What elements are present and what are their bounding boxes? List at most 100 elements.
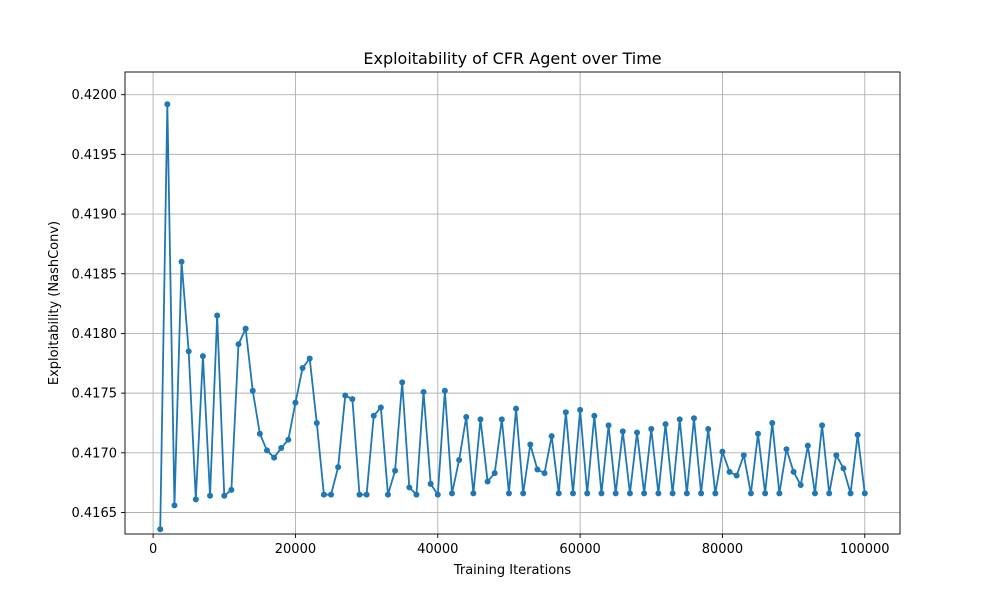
- data-point: [320, 491, 327, 498]
- data-point: [214, 312, 221, 319]
- data-point: [534, 466, 541, 473]
- data-point: [719, 448, 726, 455]
- data-point: [854, 431, 861, 438]
- data-point: [356, 491, 363, 498]
- data-point: [584, 490, 591, 497]
- data-point: [363, 491, 370, 498]
- data-point: [256, 430, 263, 437]
- data-point: [278, 445, 285, 452]
- series-line: [159, 103, 866, 530]
- data-point: [449, 490, 456, 497]
- data-point: [861, 490, 868, 497]
- data-point: [242, 325, 249, 332]
- data-point: [733, 472, 740, 479]
- y-tick-label: 0.4165: [72, 506, 118, 521]
- data-point: [441, 387, 448, 394]
- data-point: [285, 436, 292, 443]
- data-point: [178, 258, 185, 265]
- plot-frame: [124, 71, 901, 535]
- data-point: [207, 492, 214, 499]
- chart-title: Exploitability of CFR Agent over Time: [363, 49, 661, 68]
- data-point: [655, 490, 662, 497]
- data-point: [648, 425, 655, 432]
- data-point: [683, 490, 690, 497]
- data-point: [591, 412, 598, 419]
- data-point: [157, 526, 164, 533]
- data-point: [292, 399, 299, 406]
- data-point: [776, 490, 783, 497]
- data-point: [313, 419, 320, 426]
- data-point: [513, 405, 520, 412]
- x-tick-label: 0: [149, 542, 157, 557]
- data-point: [626, 490, 633, 497]
- data-point: [555, 490, 562, 497]
- data-point: [762, 490, 769, 497]
- data-point: [619, 428, 626, 435]
- y-tick-label: 0.4170: [72, 446, 118, 461]
- data-point: [562, 409, 569, 416]
- data-point: [335, 464, 342, 471]
- data-point: [263, 447, 270, 454]
- data-point: [299, 365, 306, 372]
- data-point: [698, 490, 705, 497]
- y-tick-label: 0.4200: [72, 88, 118, 103]
- data-point: [392, 467, 399, 474]
- data-point: [577, 406, 584, 413]
- data-point: [413, 491, 420, 498]
- data-point: [498, 416, 505, 423]
- data-point: [434, 491, 441, 498]
- data-point: [470, 490, 477, 497]
- y-tick-label: 0.4175: [72, 387, 118, 402]
- data-point: [456, 456, 463, 463]
- x-tick-label: 20000: [275, 542, 316, 557]
- data-point: [569, 490, 576, 497]
- data-point: [406, 484, 413, 491]
- y-axis-label: Exploitability (NashConv): [47, 221, 62, 385]
- y-tick-label: 0.4190: [72, 208, 118, 223]
- data-point: [819, 422, 826, 429]
- data-point: [605, 422, 612, 429]
- data-point: [634, 429, 641, 436]
- data-series: [157, 101, 868, 533]
- data-point: [228, 486, 235, 493]
- data-point: [384, 491, 391, 498]
- data-point: [477, 416, 484, 423]
- data-point: [598, 490, 605, 497]
- data-point: [811, 490, 818, 497]
- data-point: [833, 452, 840, 459]
- data-point: [185, 348, 192, 355]
- data-point: [520, 490, 527, 497]
- data-point: [171, 502, 178, 509]
- data-point: [221, 492, 228, 499]
- data-point: [377, 404, 384, 411]
- data-point: [797, 482, 804, 489]
- data-point: [271, 454, 278, 461]
- x-tick-label: 60000: [559, 542, 600, 557]
- data-point: [662, 421, 669, 428]
- data-point: [726, 468, 733, 475]
- data-point: [420, 388, 427, 395]
- y-tick-label: 0.4180: [72, 327, 118, 342]
- data-point: [548, 433, 555, 440]
- data-point: [399, 379, 406, 386]
- data-point: [192, 496, 199, 503]
- y-tick-label: 0.4185: [72, 267, 118, 282]
- data-point: [249, 387, 256, 394]
- data-point: [199, 353, 206, 360]
- data-point: [847, 490, 854, 497]
- x-axis-ticks: 0 20000 40000 60000 80000 100000: [149, 534, 890, 557]
- data-point: [690, 415, 697, 422]
- data-point: [342, 392, 349, 399]
- x-tick-label: 100000: [840, 542, 890, 557]
- x-tick-label: 80000: [702, 542, 743, 557]
- data-point: [349, 396, 356, 403]
- data-point: [527, 441, 534, 448]
- data-point: [840, 465, 847, 472]
- data-point: [755, 430, 762, 437]
- data-point: [712, 490, 719, 497]
- x-axis-label: Training Iterations: [453, 563, 572, 578]
- data-point: [541, 470, 548, 477]
- data-point: [505, 490, 512, 497]
